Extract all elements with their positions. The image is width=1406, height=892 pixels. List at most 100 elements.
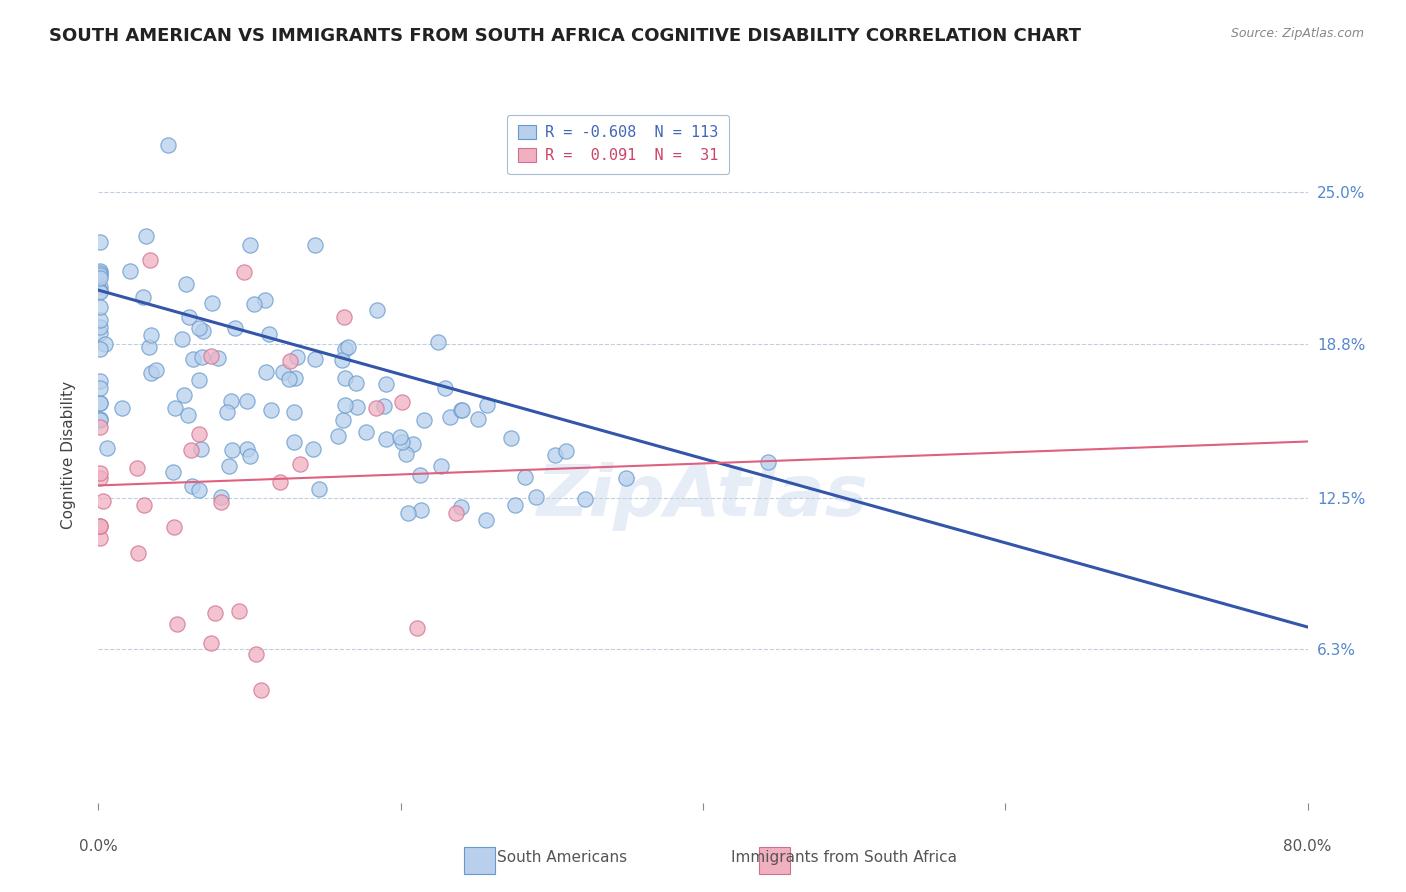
Point (134, 229, 156, 244)
Point (364, 401, 387, 415)
Point (89, 320, 111, 334)
Point (89, 519, 111, 533)
Point (219, 393, 242, 408)
Point (139, 327, 162, 342)
Text: South Americans: South Americans (498, 850, 627, 865)
Point (253, 293, 276, 308)
Point (181, 478, 204, 492)
Point (89, 396, 111, 410)
Point (179, 310, 201, 324)
Point (224, 321, 246, 335)
Point (138, 340, 160, 354)
Text: 80.0%: 80.0% (1284, 839, 1331, 855)
Point (243, 297, 266, 311)
Point (162, 466, 184, 480)
Point (543, 448, 565, 462)
Text: ZipAtlas: ZipAtlas (537, 462, 869, 531)
Point (89, 343, 111, 357)
Point (89, 420, 111, 434)
Point (256, 365, 278, 379)
Point (451, 402, 474, 417)
Point (200, 296, 222, 310)
Point (450, 402, 472, 417)
Point (89, 412, 111, 426)
Point (89, 466, 111, 480)
Point (444, 506, 467, 520)
Point (89, 313, 111, 327)
Point (515, 470, 537, 484)
Point (505, 498, 527, 512)
Point (207, 351, 229, 365)
Point (89, 285, 111, 300)
Point (89, 532, 111, 546)
Point (501, 431, 523, 445)
Point (283, 405, 305, 419)
Point (555, 444, 578, 458)
Point (257, 326, 280, 341)
Point (89, 396, 111, 410)
Point (374, 432, 396, 446)
Point (89, 471, 111, 485)
Point (430, 458, 453, 473)
Point (395, 446, 418, 460)
Point (94, 337, 117, 351)
Point (209, 490, 232, 504)
Point (239, 237, 262, 252)
Point (335, 342, 357, 356)
Point (89, 300, 111, 314)
Point (232, 265, 254, 279)
Point (89, 374, 111, 388)
Point (278, 353, 301, 368)
Point (177, 408, 200, 422)
Point (204, 607, 226, 621)
Point (176, 277, 198, 291)
Point (391, 394, 413, 409)
Point (402, 437, 425, 451)
Point (190, 442, 212, 456)
Point (89, 268, 111, 282)
Point (89, 271, 111, 285)
Point (181, 352, 204, 367)
Point (330, 352, 353, 367)
Point (172, 332, 194, 346)
Point (188, 321, 211, 335)
Point (89, 519, 111, 533)
Point (328, 428, 350, 442)
Point (354, 425, 377, 439)
Point (467, 412, 489, 426)
Point (277, 372, 299, 386)
Point (574, 492, 596, 507)
Point (200, 350, 222, 364)
Point (191, 324, 214, 338)
Point (260, 403, 283, 417)
Point (273, 365, 295, 379)
Point (344, 376, 367, 390)
Point (217, 405, 239, 419)
Point (283, 435, 305, 450)
Point (236, 442, 259, 456)
Point (239, 449, 262, 463)
Point (374, 377, 396, 392)
Point (524, 490, 547, 504)
Point (332, 413, 354, 427)
Point (125, 460, 148, 475)
Point (228, 604, 250, 618)
Point (333, 310, 356, 325)
Point (209, 494, 232, 508)
Point (221, 443, 243, 458)
Point (304, 352, 326, 367)
Point (474, 513, 496, 527)
Point (389, 430, 412, 444)
Point (288, 457, 311, 471)
Point (89, 264, 111, 278)
Point (333, 371, 356, 385)
Point (132, 290, 155, 304)
Point (141, 366, 163, 380)
Point (127, 546, 149, 560)
Point (111, 401, 134, 415)
Point (283, 370, 305, 384)
Point (434, 381, 457, 395)
Point (406, 621, 429, 635)
Point (89, 280, 111, 294)
Point (308, 482, 330, 496)
